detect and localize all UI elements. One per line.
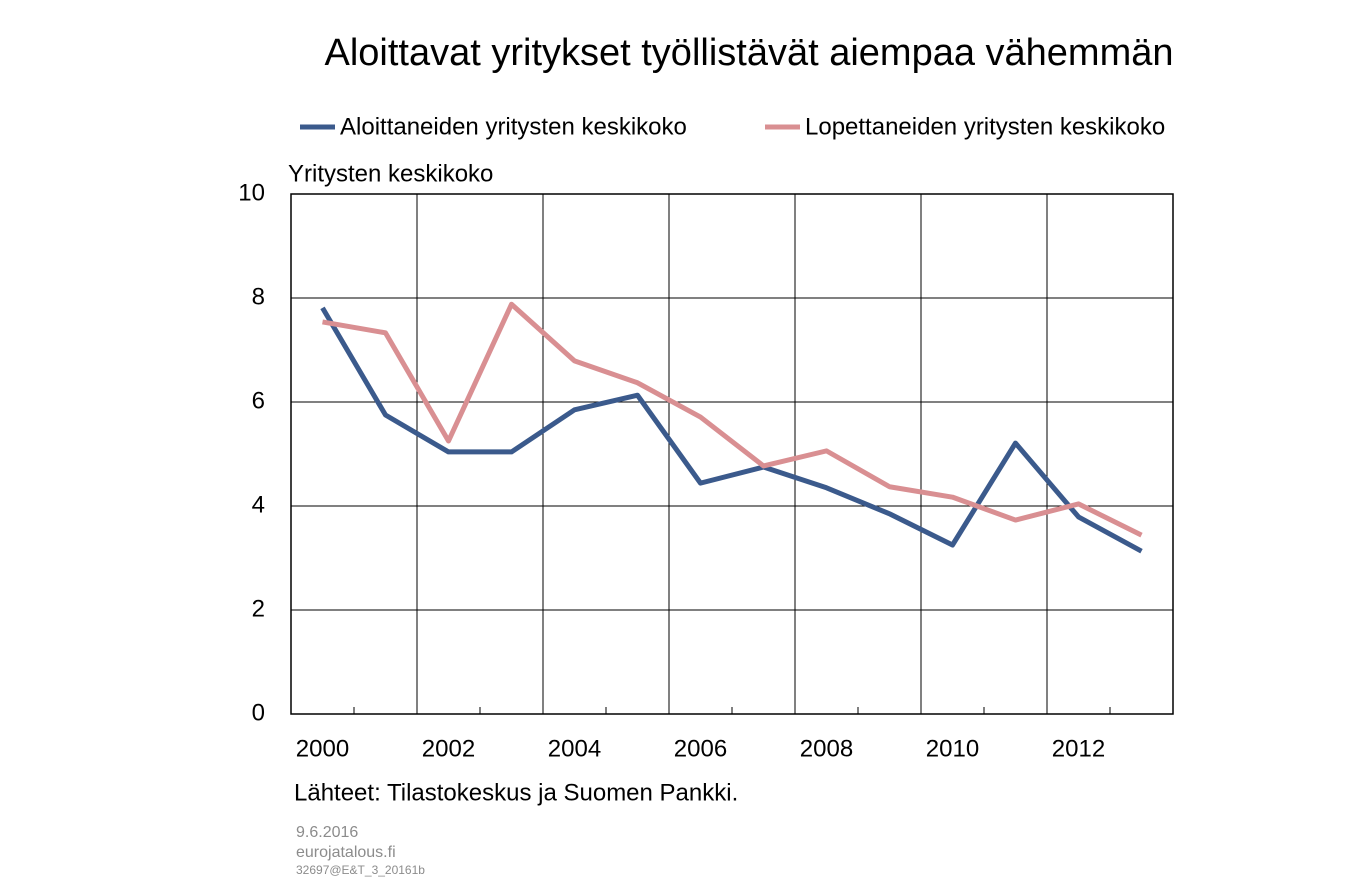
x-tick-label: 2012 [1052, 735, 1105, 762]
x-tick-label: 2008 [800, 735, 853, 762]
x-tick-label: 2010 [926, 735, 979, 762]
x-tick-label: 2000 [296, 735, 349, 762]
chart-title: Aloittavat yritykset työllistävät aiempa… [324, 32, 1173, 74]
y-tick-label: 2 [252, 595, 265, 622]
y-axis-label: Yritysten keskikoko [288, 160, 493, 187]
x-tick-label: 2002 [422, 735, 475, 762]
plot-frame [290, 193, 1174, 715]
legend-label: Lopettaneiden yritysten keskikoko [805, 113, 1165, 140]
source: Lähteet: Tilastokeskus ja Suomen Pankki. [294, 779, 738, 806]
y-tick-label: 6 [252, 387, 265, 414]
y-tick-label: 10 [238, 179, 265, 206]
x-tick-label: 2006 [674, 735, 727, 762]
series-line [322, 301, 1143, 538]
y-tick-label: 4 [252, 491, 265, 518]
note: eurojatalous.fi [296, 844, 396, 861]
y-tick-label: 0 [252, 699, 265, 726]
x-tick-label: 2004 [548, 735, 601, 762]
note: 9.6.2016 [296, 824, 358, 841]
note: 32697@E&T_3_20161b [296, 863, 425, 877]
series-line [320, 306, 1143, 554]
legend-label: Aloittaneiden yritysten keskikoko [340, 113, 687, 140]
y-tick-label: 8 [252, 283, 265, 310]
